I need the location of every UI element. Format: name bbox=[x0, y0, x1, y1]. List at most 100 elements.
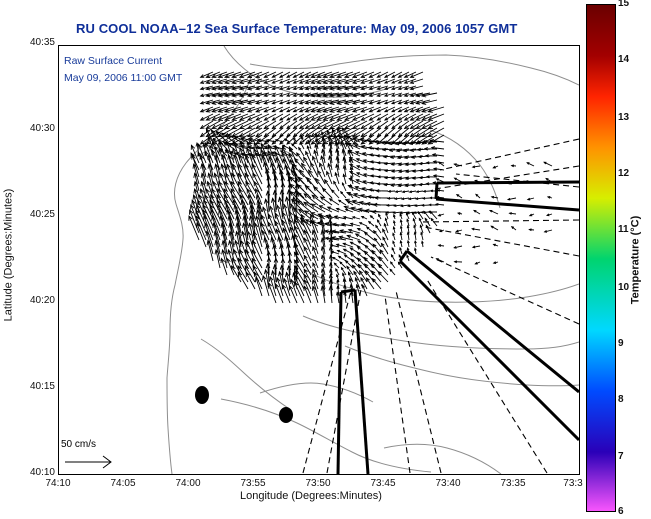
current-vector bbox=[344, 106, 361, 113]
current-vector-head bbox=[279, 243, 284, 250]
current-vector bbox=[320, 214, 326, 234]
current-vector bbox=[391, 162, 403, 166]
current-vector bbox=[369, 134, 382, 145]
current-vector-head bbox=[195, 209, 200, 215]
current-vector-head bbox=[280, 250, 285, 257]
current-vector-head bbox=[354, 151, 360, 155]
current-vector bbox=[348, 150, 361, 157]
current-vector bbox=[391, 92, 403, 97]
current-vector-head bbox=[397, 117, 402, 121]
current-vector bbox=[344, 99, 361, 105]
current-vector-head bbox=[285, 169, 291, 176]
current-vector bbox=[344, 78, 361, 84]
current-vector bbox=[407, 211, 417, 214]
current-vector-head bbox=[292, 80, 297, 84]
current-vector-head bbox=[316, 108, 322, 113]
current-vector bbox=[239, 147, 249, 171]
current-vector-head bbox=[382, 228, 386, 233]
current-vector bbox=[221, 164, 228, 185]
current-vector bbox=[311, 78, 326, 84]
current-vector bbox=[247, 113, 263, 121]
current-vector bbox=[329, 99, 347, 105]
current-vector-head bbox=[392, 211, 396, 215]
current-vector-head bbox=[360, 145, 366, 149]
current-vector-head bbox=[191, 153, 196, 160]
current-vector bbox=[411, 212, 417, 220]
current-vector bbox=[334, 262, 340, 269]
current-vector bbox=[264, 85, 277, 90]
current-vector-head bbox=[265, 243, 270, 250]
x-tick-73-40: 73:40 bbox=[435, 478, 461, 489]
current-vector-head bbox=[298, 146, 302, 151]
current-vector-head bbox=[304, 86, 310, 91]
current-vector bbox=[281, 212, 291, 234]
current-vector-head bbox=[212, 222, 217, 228]
current-vector bbox=[247, 71, 263, 78]
current-vector bbox=[200, 85, 214, 90]
current-vector-head bbox=[311, 194, 317, 200]
current-vector-head bbox=[411, 211, 415, 215]
current-vector-head bbox=[492, 261, 497, 264]
current-vector-head bbox=[351, 86, 357, 91]
current-vector-head bbox=[253, 180, 258, 187]
current-vector-head bbox=[387, 141, 393, 146]
current-vector bbox=[312, 274, 319, 290]
current-vector bbox=[337, 92, 354, 97]
map-panel[interactable] bbox=[58, 45, 580, 475]
current-vector bbox=[377, 113, 389, 121]
current-vector bbox=[286, 85, 298, 90]
current-vector-head bbox=[328, 100, 335, 105]
current-vector bbox=[232, 99, 249, 105]
current-vector bbox=[200, 106, 214, 113]
current-vector bbox=[281, 265, 284, 283]
current-vector bbox=[327, 163, 333, 178]
current-vector bbox=[250, 216, 256, 241]
current-vector bbox=[316, 106, 333, 113]
dashed-track-9 bbox=[434, 165, 579, 190]
current-vector-head bbox=[350, 258, 355, 263]
current-vector-head bbox=[196, 204, 201, 210]
current-vector bbox=[251, 163, 263, 185]
y-tick-40-15: 40:15 bbox=[29, 381, 55, 392]
current-vector bbox=[329, 156, 333, 171]
current-vector-head bbox=[375, 189, 380, 193]
current-vector-head bbox=[367, 220, 372, 224]
current-vector bbox=[369, 120, 382, 129]
current-vector-head bbox=[234, 209, 240, 215]
current-vector bbox=[267, 222, 277, 241]
current-vector bbox=[336, 128, 347, 143]
current-vector-head bbox=[263, 125, 269, 130]
current-vector bbox=[432, 154, 445, 157]
current-vector bbox=[329, 71, 347, 78]
current-vector-head bbox=[255, 193, 261, 200]
current-vector-head bbox=[415, 190, 420, 193]
current-vector-head bbox=[403, 132, 409, 138]
current-vector-head bbox=[275, 204, 281, 210]
current-vector-head bbox=[316, 93, 322, 98]
current-vector bbox=[255, 78, 270, 84]
current-vector bbox=[325, 222, 340, 227]
current-vector-head bbox=[389, 261, 393, 265]
current-vector-head bbox=[278, 74, 284, 78]
current-vector bbox=[299, 120, 312, 129]
current-vector-head bbox=[383, 74, 389, 78]
current-vector-head bbox=[473, 209, 477, 213]
current-vector-head bbox=[298, 101, 303, 105]
current-vector-head bbox=[393, 204, 397, 208]
current-vector-head bbox=[273, 174, 279, 181]
current-vector bbox=[329, 198, 340, 206]
current-vector-head bbox=[343, 86, 350, 91]
current-vector bbox=[243, 210, 249, 234]
current-vector-head bbox=[293, 269, 299, 276]
current-vector-head bbox=[232, 147, 237, 153]
current-vector bbox=[267, 144, 277, 164]
current-vector bbox=[212, 113, 228, 121]
current-vector-head bbox=[266, 250, 272, 256]
current-vector-head bbox=[453, 163, 457, 166]
colorbar-tick-14: 14 bbox=[618, 54, 630, 65]
current-vector-head bbox=[314, 177, 320, 183]
current-vector bbox=[344, 134, 361, 145]
current-vector-head bbox=[199, 80, 205, 84]
current-vector-head bbox=[373, 195, 379, 200]
current-vector bbox=[253, 148, 263, 171]
